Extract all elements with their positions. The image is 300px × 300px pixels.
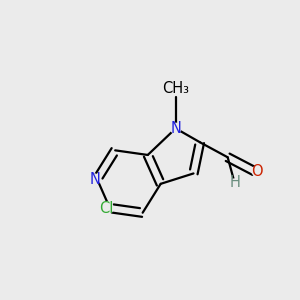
Circle shape	[231, 179, 238, 186]
Circle shape	[171, 123, 181, 134]
Text: Cl: Cl	[99, 201, 114, 216]
Circle shape	[90, 174, 100, 184]
Text: O: O	[251, 164, 262, 178]
Text: H: H	[229, 175, 240, 190]
Circle shape	[100, 202, 113, 214]
Text: N: N	[89, 172, 100, 187]
Text: N: N	[170, 121, 181, 136]
Text: CH₃: CH₃	[162, 81, 189, 96]
Circle shape	[252, 167, 261, 176]
